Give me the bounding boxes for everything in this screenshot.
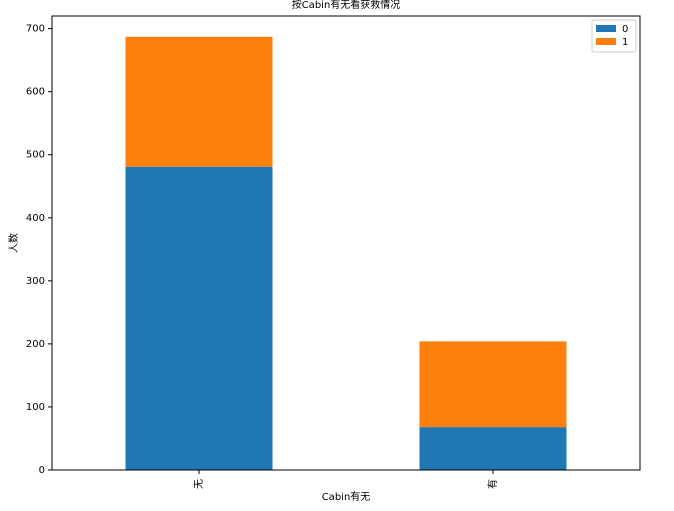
- bar: [419, 427, 567, 470]
- legend-label: 0: [622, 24, 628, 35]
- legend-swatch: [596, 25, 616, 32]
- y-tick-label: 100: [26, 402, 45, 413]
- y-axis-label: 人数: [7, 233, 20, 253]
- y-tick-label: 0: [39, 465, 45, 476]
- legend-box: [591, 19, 637, 53]
- legend-label: 1: [622, 37, 628, 48]
- x-tick-label: 有: [486, 479, 499, 489]
- y-tick-label: 500: [26, 150, 45, 161]
- axes-frame: [51, 15, 641, 471]
- y-tick-label: 400: [26, 213, 45, 224]
- chart-title: 按Cabin有无看获救情况: [292, 0, 401, 11]
- x-tick-label: 无: [194, 479, 205, 489]
- y-tick-label: 600: [26, 87, 45, 98]
- bar: [125, 166, 273, 471]
- bar: [125, 36, 273, 167]
- y-tick-label: 700: [26, 24, 45, 35]
- y-tick-label: 200: [26, 339, 45, 350]
- y-tick-label: 300: [26, 276, 45, 287]
- x-axis-label: Cabin有无: [322, 490, 371, 503]
- bar: [419, 341, 567, 428]
- legend-swatch: [596, 38, 616, 45]
